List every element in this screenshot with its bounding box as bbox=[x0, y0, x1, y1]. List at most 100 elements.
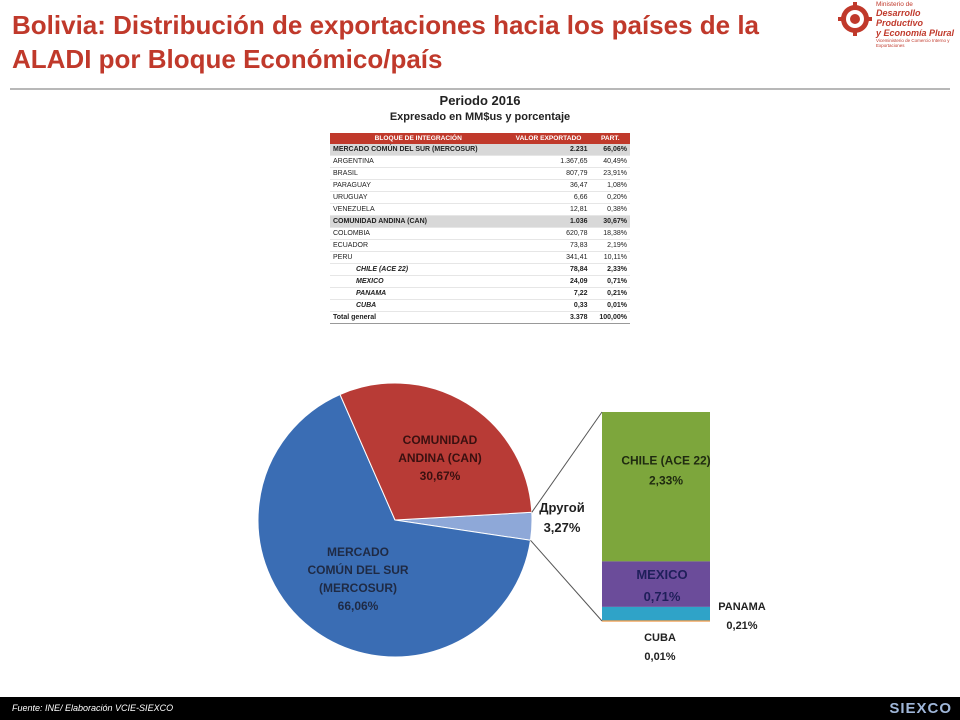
table-header-row: BLOQUE DE INTEGRACIÓN VALOR EXPORTADO PA… bbox=[330, 133, 630, 144]
bar-label-chile: CHILE (ACE 22) 2,33% bbox=[621, 454, 710, 488]
connector-line-bottom bbox=[530, 539, 603, 622]
table-cell-name: PERU bbox=[330, 251, 507, 264]
table-row: ECUADOR 73,83 2,19% bbox=[330, 239, 630, 252]
table-cell-value: 620,78 bbox=[506, 227, 591, 240]
period-label: Periodo 2016 bbox=[439, 93, 521, 108]
table-cell-value: 7,22 bbox=[506, 287, 591, 300]
table-cell-part: 1,08% bbox=[590, 179, 630, 192]
siexco-logo: SIEXCO bbox=[889, 700, 952, 717]
table-cell-name: MERCADO COMÚN DEL SUR (MERCOSUR) bbox=[330, 144, 507, 156]
pie-label-mercosur: MERCADO COMÚN DEL SUR (MERCOSUR) 66,06% bbox=[307, 545, 408, 613]
page-title: Bolivia: Distribución de exportaciones h… bbox=[12, 10, 760, 74]
table-cell-part: 0,38% bbox=[590, 203, 630, 216]
table-cell-part: 30,67% bbox=[590, 215, 630, 228]
table-row: COLOMBIA 620,78 18,38% bbox=[330, 227, 630, 240]
bar-segment-2 bbox=[602, 606, 710, 621]
bar-label-panama-line: PANAMA bbox=[718, 601, 766, 613]
column-header-value: VALOR EXPORTADO bbox=[506, 133, 591, 144]
pie-slice-1 bbox=[339, 382, 533, 521]
logo-line-2: Desarrollo Productivo bbox=[876, 8, 924, 29]
table-cell-value: 73,83 bbox=[506, 239, 591, 252]
table-cell-name: URUGUAY bbox=[330, 191, 507, 204]
table-row: PERU 341,41 10,11% bbox=[330, 251, 630, 264]
ministry-logo bbox=[838, 2, 954, 36]
bar-label-mexico-line: 0,71% bbox=[644, 589, 681, 604]
source-note: Fuente: INE/ Elaboración VCIE-SIEXCO bbox=[12, 703, 174, 713]
exports-table: BLOQUE DE INTEGRACIÓN VALOR EXPORTADO PA… bbox=[330, 133, 630, 324]
bar-label-mexico: MEXICO 0,71% bbox=[636, 567, 687, 604]
pie-label-other: Другой 3,27% bbox=[539, 500, 584, 535]
logo-line-3: y Economía Plural bbox=[876, 28, 955, 39]
table-cell-part: 0,20% bbox=[590, 191, 630, 204]
table-cell-value: 2.231 bbox=[506, 144, 591, 156]
table-cell-part: 100,00% bbox=[590, 311, 630, 324]
table-cell-value: 341,41 bbox=[506, 251, 591, 264]
table-cell-part: 2,19% bbox=[590, 239, 630, 252]
table-cell-name: PARAGUAY bbox=[330, 179, 507, 192]
pie-slice-0 bbox=[257, 393, 532, 658]
title-divider bbox=[10, 88, 950, 90]
exports-chart: MERCADO COMÚN DEL SUR (MERCOSUR) 66,06% COMU… bbox=[257, 382, 766, 663]
pie-label-can-line: ANDINA (CAN) bbox=[398, 451, 482, 465]
table-cell-name: BRASIL bbox=[330, 167, 507, 180]
table-cell-value: 0,33 bbox=[506, 299, 591, 312]
table-cell-part: 0,01% bbox=[590, 299, 630, 312]
table-cell-part: 0,71% bbox=[590, 275, 630, 288]
table-row: MEXICO 24,09 0,71% bbox=[330, 275, 630, 288]
cog-icon bbox=[838, 2, 872, 36]
bar-label-panama-line: 0,21% bbox=[726, 620, 757, 632]
table-cell-value: 807,79 bbox=[506, 167, 591, 180]
bar-label-chile-line: CHILE (ACE 22) bbox=[621, 454, 710, 468]
table-row: CUBA 0,33 0,01% bbox=[330, 299, 630, 312]
connector-line-top bbox=[531, 411, 603, 513]
table-row: Total general 3.378 100,00% bbox=[330, 311, 630, 324]
table-row: MERCADO COMÚN DEL SUR (MERCOSUR) 2.231 66,… bbox=[330, 144, 630, 156]
table-row: VENEZUELA 12,81 0,38% bbox=[330, 203, 630, 216]
pie-label-mercosur-line: MERCADO bbox=[327, 545, 389, 559]
table-cell-name: CHILE (ACE 22) bbox=[330, 263, 507, 276]
pie-label-other-line: 3,27% bbox=[544, 520, 581, 535]
table-cell-part: 2,33% bbox=[590, 263, 630, 276]
table-cell-part: 18,38% bbox=[590, 227, 630, 240]
table-cell-name: CUBA bbox=[330, 299, 507, 312]
table-cell-value: 3.378 bbox=[506, 311, 591, 324]
units-label: Expresado en MM$us y porcentaje bbox=[389, 111, 571, 123]
table-cell-value: 78,84 bbox=[506, 263, 591, 276]
bar-label-panama: PANAMA 0,21% bbox=[718, 601, 766, 632]
table-row: PARAGUAY 36,47 1,08% bbox=[330, 179, 630, 192]
pie-label-other-line: Другой bbox=[539, 500, 584, 515]
logo-text: Ministerio de Desarrollo Productivo y Ec… bbox=[876, 1, 960, 48]
pie-label-can-line: COMUNIDAD bbox=[403, 433, 478, 447]
bar-label-cuba-line: 0,01% bbox=[644, 651, 675, 663]
table-cell-part: 40,49% bbox=[590, 155, 630, 168]
pie-label-mercosur-line: COMÚN DEL SUR bbox=[307, 562, 408, 577]
table-row: ARGENTINA 1.367,65 40,49% bbox=[330, 155, 630, 168]
logo-line-1: Ministerio de bbox=[876, 1, 913, 8]
pie-label-can: COMUNIDAD ANDINA (CAN) 30,67% bbox=[398, 433, 482, 483]
table-cell-value: 1.036 bbox=[506, 215, 591, 228]
table-cell-name: Total general bbox=[330, 311, 507, 324]
table-cell-value: 24,09 bbox=[506, 275, 591, 288]
table-cell-name: COMUNIDAD ANDINA (CAN) bbox=[330, 215, 507, 228]
table-row: COMUNIDAD ANDINA (CAN) 1.036 30,67% bbox=[330, 215, 630, 228]
column-header-block: BLOQUE DE INTEGRACIÓN bbox=[330, 133, 507, 144]
pie-label-mercosur-line: (MERCOSUR) bbox=[319, 581, 397, 595]
logo-line-4: Viceministerio de Comercio Interno y Exp… bbox=[876, 38, 950, 49]
table-cell-name: ECUADOR bbox=[330, 239, 507, 252]
table-row: BRASIL 807,79 23,91% bbox=[330, 167, 630, 180]
table-cell-name: PANAMA bbox=[330, 287, 507, 300]
table-row: PANAMA 7,22 0,21% bbox=[330, 287, 630, 300]
table-cell-value: 1.367,65 bbox=[506, 155, 591, 168]
table-cell-part: 10,11% bbox=[590, 251, 630, 264]
bar-label-cuba-line: CUBA bbox=[644, 632, 676, 644]
table-cell-value: 36,47 bbox=[506, 179, 591, 192]
table-cell-name: ARGENTINA bbox=[330, 155, 507, 168]
table-cell-name: COLOMBIA bbox=[330, 227, 507, 240]
footer-bar: Fuente: INE/ Elaboración VCIE-SIEXCO SIE… bbox=[0, 697, 960, 720]
table-cell-part: 23,91% bbox=[590, 167, 630, 180]
table-cell-part: 66,06% bbox=[590, 144, 630, 156]
table-cell-value: 12,81 bbox=[506, 203, 591, 216]
bar-label-chile-line: 2,33% bbox=[649, 474, 683, 488]
table-cell-part: 0,21% bbox=[590, 287, 630, 300]
bar-segment-1 bbox=[602, 561, 710, 607]
